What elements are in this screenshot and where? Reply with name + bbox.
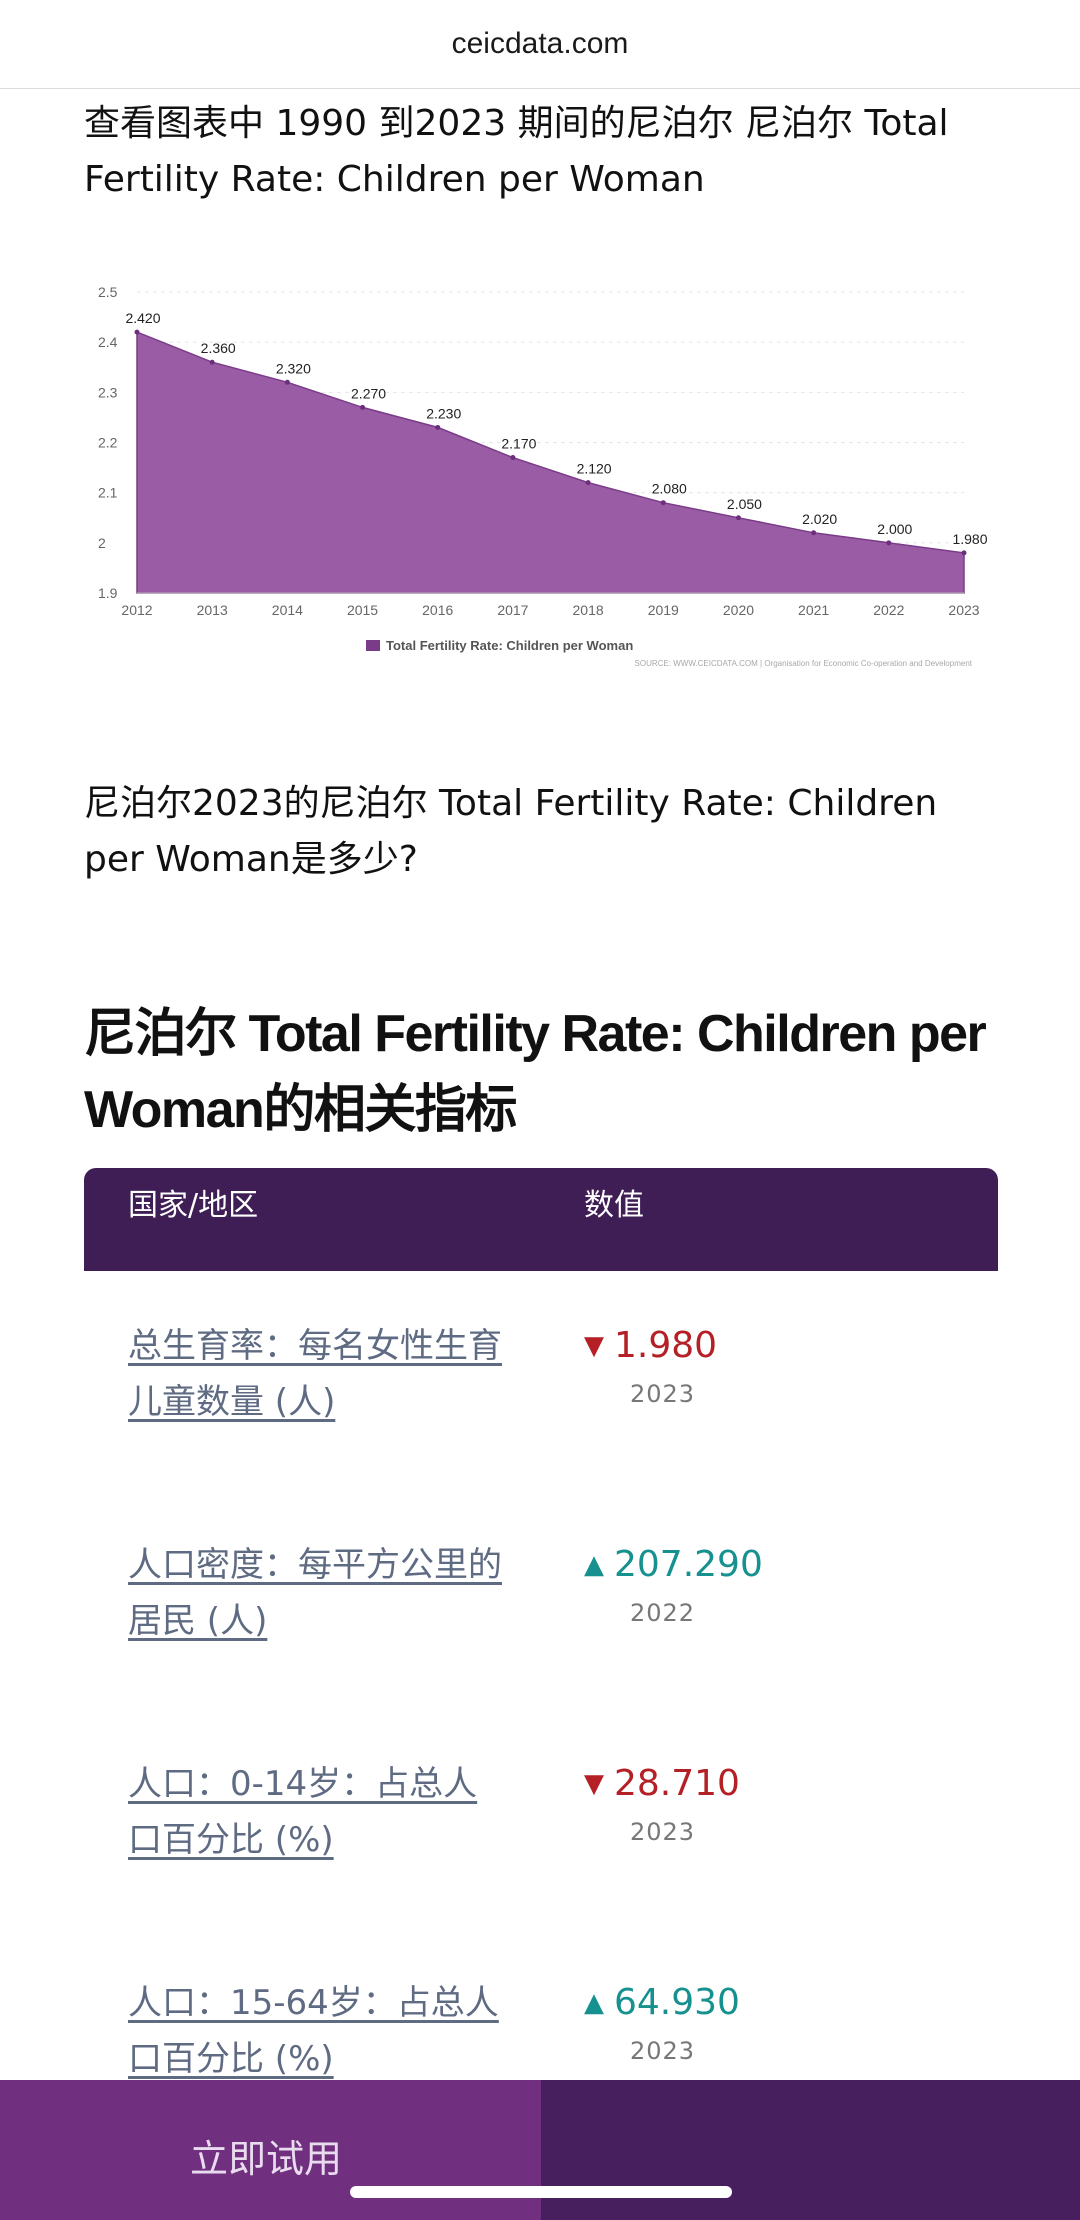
- data-label: 2.270: [351, 385, 386, 401]
- series-area: [136, 330, 965, 594]
- chart-source: SOURCE: WWW.CEICDATA.COM | Organisation …: [635, 659, 973, 668]
- data-point: [585, 480, 591, 486]
- table-row: 总生育率：每名女性生育儿童数量 (人) ▼ 1.980 2023: [84, 1318, 998, 1518]
- try-now-label: 立即试用: [190, 2137, 343, 2181]
- x-tick-label: 2018: [573, 602, 604, 618]
- indicator-value: ▲ 207.290: [584, 1543, 763, 1587]
- x-tick-label: 2020: [723, 602, 754, 618]
- value-number: 28.710: [614, 1763, 740, 1804]
- data-label: 2.170: [501, 436, 536, 452]
- indicator-link[interactable]: 人口：0-14岁：占总人口百分比 (%): [128, 1764, 478, 1860]
- table-header: 国家/地区 数值: [84, 1168, 998, 1271]
- y-tick-label: 2.2: [98, 435, 118, 451]
- data-point: [961, 550, 967, 556]
- indicator-year: 2023: [630, 1380, 696, 1408]
- x-tick-label: 2014: [272, 602, 303, 618]
- section-title: 尼泊尔 Total Fertility Rate: Children per W…: [84, 1005, 987, 1139]
- data-point: [209, 359, 215, 365]
- data-label: 2.360: [201, 340, 236, 356]
- trend-up-icon: ▲: [584, 1550, 604, 1580]
- indicator-link[interactable]: 总生育率：每名女性生育儿童数量 (人): [128, 1326, 502, 1422]
- x-tick-label: 2019: [648, 602, 679, 618]
- y-tick-label: 2.3: [98, 384, 118, 400]
- data-point: [134, 329, 140, 335]
- y-tick-label: 2.4: [98, 334, 118, 350]
- x-tick-label: 2017: [497, 602, 528, 618]
- chart-svg: 1.9 2 2.1 2.2 2.3 2.4 2.5 2.420 2.360 2.320 2.270 2…: [98, 284, 988, 668]
- legend-swatch: [366, 640, 380, 651]
- x-tick-label: 2022: [873, 602, 904, 618]
- indicator-link[interactable]: 人口：15-64岁：占总人口百分比 (%): [128, 1983, 499, 2079]
- data-point: [360, 404, 366, 410]
- data-label: 2.120: [577, 461, 612, 477]
- legend-label: Total Fertility Rate: Children per Woman: [386, 638, 633, 653]
- data-label: 2.420: [125, 310, 160, 326]
- column-header-country: 国家/地区: [128, 1188, 259, 1223]
- table-row: 人口：15-64岁：占总人口百分比 (%) ▲ 64.930 2023: [84, 1975, 998, 2175]
- value-number: 64.930: [614, 1982, 740, 2023]
- x-tick-label: 2023: [948, 602, 979, 618]
- data-point: [735, 515, 741, 521]
- secondary-action-panel[interactable]: [541, 2080, 1080, 2220]
- y-tick-label: 2: [98, 535, 106, 551]
- x-tick-label: 2013: [197, 602, 228, 618]
- trend-down-icon: ▼: [584, 1769, 604, 1799]
- column-header-value: 数值: [584, 1188, 644, 1223]
- x-tick-label: 2015: [347, 602, 378, 618]
- data-point: [284, 379, 290, 385]
- x-tick-label: 2012: [121, 602, 152, 618]
- question-text: 尼泊尔2023的尼泊尔 Total Fertility Rate: Childr…: [84, 783, 938, 880]
- indicator-year: 2022: [630, 1599, 696, 1627]
- bottom-action-bar: 立即试用: [0, 2080, 1080, 2220]
- x-tick-label: 2016: [422, 602, 453, 618]
- data-point: [811, 530, 817, 536]
- indicator-value: ▼ 28.710: [584, 1762, 740, 1806]
- y-tick-label: 2.1: [98, 485, 118, 501]
- table-row: 人口：0-14岁：占总人口百分比 (%) ▼ 28.710 2023: [84, 1756, 998, 1956]
- y-tick-label: 1.9: [98, 585, 118, 601]
- browser-url-bar[interactable]: ceicdata.com: [0, 0, 1080, 89]
- data-label: 2.000: [877, 521, 912, 537]
- value-number: 207.290: [614, 1544, 763, 1585]
- fertility-rate-chart: 1.9 2 2.1 2.2 2.3 2.4 2.5 2.420 2.360 2.320 2.270 2…: [84, 270, 1000, 670]
- trend-down-icon: ▼: [584, 1331, 604, 1361]
- data-label: 2.020: [802, 511, 837, 527]
- trend-up-icon: ▲: [584, 1988, 604, 2018]
- data-label: 2.230: [426, 405, 461, 421]
- url-text: ceicdata.com: [451, 27, 629, 60]
- data-point: [510, 455, 516, 461]
- table-row: 人口密度：每平方公里的居民 (人) ▲ 207.290 2022: [84, 1537, 998, 1737]
- data-label: 2.320: [276, 360, 311, 376]
- indicator-link[interactable]: 人口密度：每平方公里的居民 (人): [128, 1545, 502, 1641]
- value-number: 1.980: [614, 1325, 718, 1366]
- indicator-value: ▼ 1.980: [584, 1324, 717, 1368]
- data-label: 2.050: [727, 496, 762, 512]
- data-point: [660, 500, 666, 506]
- data-point: [886, 540, 892, 546]
- chart-intro-text: 查看图表中 1990 到2023 期间的尼泊尔 尼泊尔 Total Fertil…: [84, 103, 949, 200]
- data-label: 2.080: [652, 481, 687, 497]
- indicator-year: 2023: [630, 1818, 696, 1846]
- home-indicator[interactable]: [350, 2186, 732, 2198]
- try-now-button[interactable]: 立即试用: [0, 2080, 541, 2220]
- data-label: 1.980: [952, 531, 987, 547]
- x-tick-label: 2021: [798, 602, 829, 618]
- data-point: [435, 424, 441, 430]
- y-tick-label: 2.5: [98, 284, 118, 300]
- indicator-value: ▲ 64.930: [584, 1981, 740, 2025]
- indicator-year: 2023: [630, 2037, 696, 2065]
